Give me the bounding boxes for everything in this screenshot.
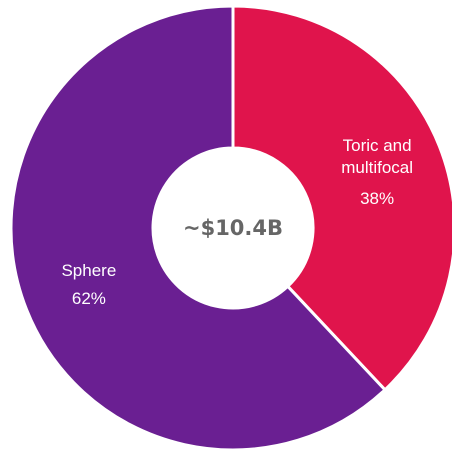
donut-slice <box>231 4 452 392</box>
slice-label: Sphere <box>61 261 117 281</box>
donut-slice <box>9 4 388 452</box>
slice-label: Toric and multifocal <box>341 135 414 177</box>
slice-value: 62% <box>71 289 106 309</box>
center-label: ~$10.4B <box>182 216 284 240</box>
slice-value: 38% <box>360 188 395 208</box>
